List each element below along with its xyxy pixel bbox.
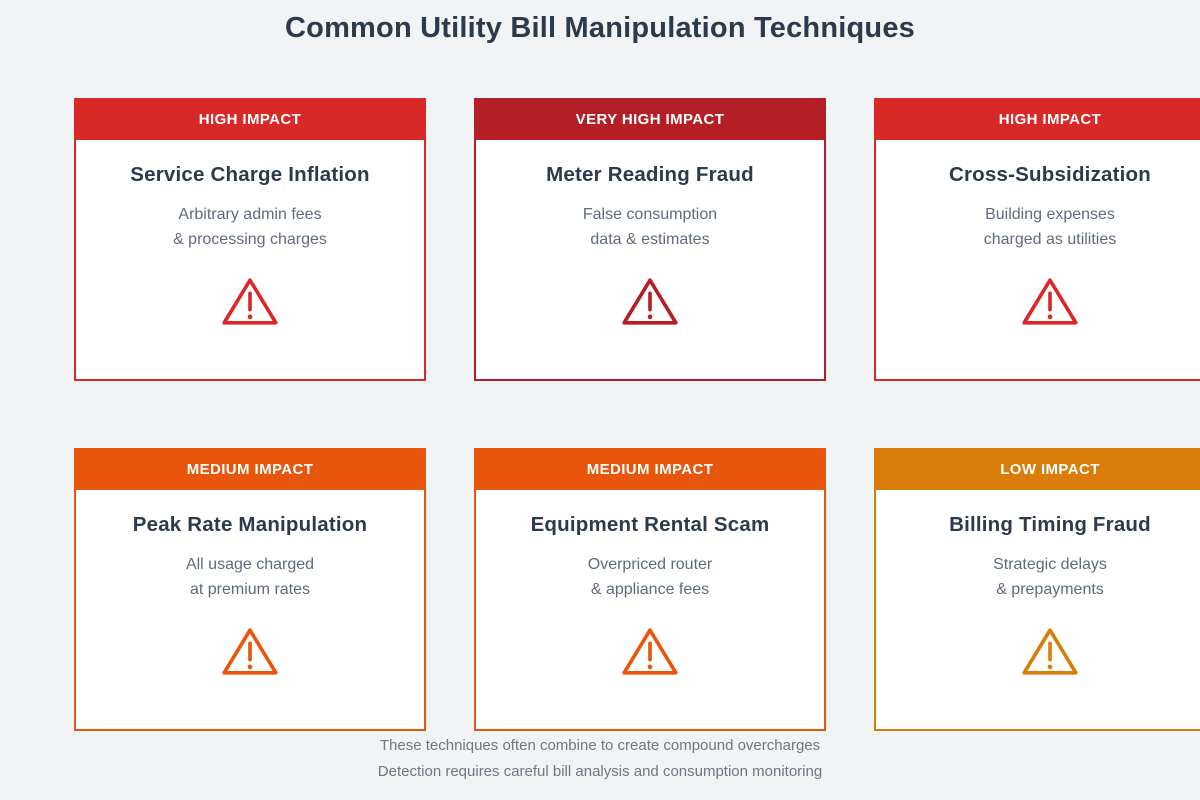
card-body: Equipment Rental Scam Overpriced router …: [476, 513, 824, 683]
impact-badge: VERY HIGH IMPACT: [476, 100, 824, 140]
description-line-1: False consumption: [582, 205, 718, 223]
card-title: Meter Reading Fraud: [546, 162, 754, 186]
description-line-1: All usage charged: [185, 555, 315, 573]
warning-triangle-icon: [222, 627, 278, 675]
impact-badge: MEDIUM IMPACT: [476, 450, 824, 490]
card-body: Peak Rate Manipulation All usage charged…: [76, 513, 424, 683]
impact-label: VERY HIGH IMPACT: [575, 111, 725, 129]
footer-line-1: These techniques often combine to create…: [379, 737, 821, 754]
impact-badge: HIGH IMPACT: [876, 100, 1200, 140]
impact-label: HIGH IMPACT: [998, 111, 1102, 129]
footer-note: These techniques often combine to create…: [0, 733, 1200, 784]
card-equipment-rental-scam: MEDIUM IMPACT Equipment Rental Scam Over…: [474, 448, 826, 731]
card-title: Service Charge Inflation: [130, 162, 370, 186]
description-line-2: & prepayments: [996, 580, 1104, 598]
description-line-1: Arbitrary admin fees: [178, 205, 322, 223]
card-body: Cross-Subsidization Building expenses ch…: [876, 163, 1200, 333]
warning-triangle-icon: [622, 627, 678, 675]
description-line-2: at premium rates: [189, 580, 311, 598]
impact-badge: HIGH IMPACT: [76, 100, 424, 140]
warning-triangle-icon: [1022, 277, 1078, 325]
card-cross-subsidization: HIGH IMPACT Cross-Subsidization Building…: [874, 98, 1200, 381]
card-title: Billing Timing Fraud: [949, 512, 1151, 536]
card-description: False consumption data & estimates: [476, 202, 824, 252]
card-title: Equipment Rental Scam: [530, 512, 770, 536]
description-line-1: Building expenses: [985, 205, 1115, 223]
card-description: Overpriced router & appliance fees: [476, 552, 824, 602]
card-body: Billing Timing Fraud Strategic delays & …: [876, 513, 1200, 683]
page-title: Common Utility Bill Manipulation Techniq…: [285, 12, 915, 44]
description-line-1: Strategic delays: [993, 555, 1107, 573]
impact-label: HIGH IMPACT: [198, 111, 302, 129]
impact-label: MEDIUM IMPACT: [186, 461, 314, 479]
card-body: Service Charge Inflation Arbitrary admin…: [76, 163, 424, 333]
card-body: Meter Reading Fraud False consumption da…: [476, 163, 824, 333]
description-line-2: data & estimates: [590, 230, 710, 248]
warning-triangle-icon: [222, 277, 278, 325]
card-meter-reading-fraud: VERY HIGH IMPACT Meter Reading Fraud Fal…: [474, 98, 826, 381]
card-service-charge-inflation: HIGH IMPACT Service Charge Inflation Arb…: [74, 98, 426, 381]
card-peak-rate-manipulation: MEDIUM IMPACT Peak Rate Manipulation All…: [74, 448, 426, 731]
card-description: Arbitrary admin fees & processing charge…: [76, 202, 424, 252]
impact-badge: LOW IMPACT: [876, 450, 1200, 490]
card-description: Building expenses charged as utilities: [876, 202, 1200, 252]
card-title: Peak Rate Manipulation: [132, 512, 368, 536]
card-description: Strategic delays & prepayments: [876, 552, 1200, 602]
card-title: Cross-Subsidization: [949, 162, 1151, 186]
card-description: All usage charged at premium rates: [76, 552, 424, 602]
card-billing-timing-fraud: LOW IMPACT Billing Timing Fraud Strategi…: [874, 448, 1200, 731]
description-line-1: Overpriced router: [587, 555, 713, 573]
warning-triangle-icon: [1022, 627, 1078, 675]
impact-label: MEDIUM IMPACT: [586, 461, 714, 479]
footer-line-2: Detection requires careful bill analysis…: [377, 762, 823, 780]
description-line-2: & processing charges: [173, 230, 327, 248]
warning-triangle-icon: [622, 277, 678, 325]
impact-label: LOW IMPACT: [1000, 461, 1100, 479]
impact-badge: MEDIUM IMPACT: [76, 450, 424, 490]
description-line-2: charged as utilities: [983, 230, 1117, 248]
description-line-2: & appliance fees: [590, 580, 710, 598]
